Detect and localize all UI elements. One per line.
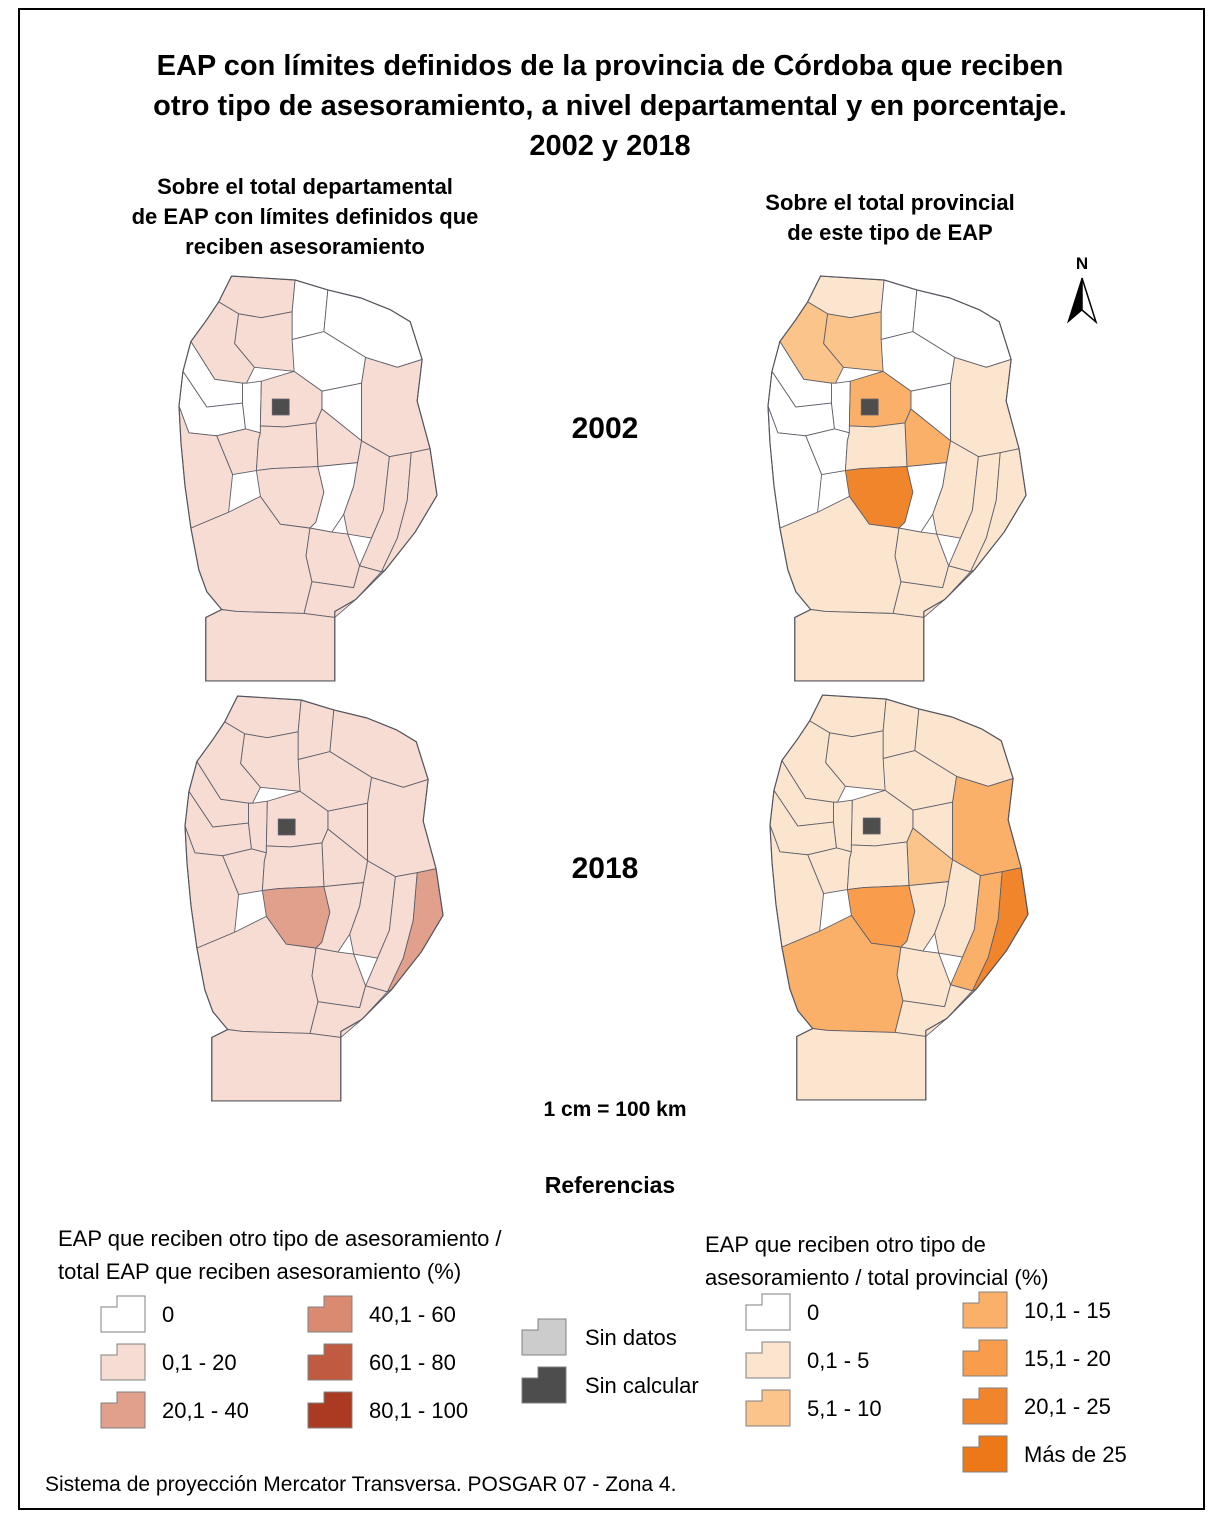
legend-label: Más de 25: [1024, 1442, 1127, 1467]
dept-rio-seco: [882, 698, 920, 760]
legend-label: 60,1 - 80: [369, 1350, 456, 1375]
legend-label: 0: [807, 1300, 820, 1325]
year-label-2002: 2002: [571, 412, 639, 445]
legend-swatch-mas-25: [962, 1435, 1008, 1473]
legend-label: 10,1 - 15: [1024, 1298, 1111, 1323]
dept-capital-marker: [860, 398, 879, 416]
legend-label-no-calc: Sin calcular: [585, 1373, 699, 1398]
scale-text: 1 cm = 100 km: [543, 1098, 687, 1121]
dept-san-justo: [950, 356, 1020, 458]
legend-swatch-20-40: [100, 1391, 146, 1429]
dept-santa-maria: [255, 422, 319, 472]
dept-punilla: [831, 380, 851, 434]
dept-general-roca: [796, 1028, 927, 1101]
legend-label: 20,1 - 40: [162, 1398, 249, 1423]
legend-swatch-0-5: [745, 1341, 791, 1379]
dept-santa-maria: [844, 422, 908, 472]
departments-layer: [769, 694, 1029, 1101]
legend-swatch-0-20: [100, 1343, 146, 1381]
dept-san-justo: [367, 776, 437, 878]
province-outline: [767, 275, 1027, 682]
source-note: Sistema de proyección Mercator Transvers…: [45, 1440, 845, 1522]
dept-capital-marker: [271, 398, 290, 416]
dept-general-roca: [205, 609, 336, 682]
legend-label: 0: [162, 1302, 175, 1327]
dept-santa-maria: [261, 842, 325, 892]
legend-swatch-40-60: [307, 1295, 353, 1333]
dept-rio-seco: [291, 279, 329, 341]
map-2002-departmental: [177, 271, 439, 686]
legend-swatch-60-80: [307, 1343, 353, 1381]
dept-punilla: [248, 800, 268, 854]
legend-label: 0,1 - 5: [807, 1348, 870, 1373]
legend-left-title: EAP que reciben otro tipo de asesoramien…: [58, 1226, 502, 1284]
dept-san-justo: [952, 775, 1022, 877]
legend-label: 5,1 - 10: [807, 1396, 882, 1421]
dept-general-roca: [794, 609, 925, 682]
legend-swatch-0: [745, 1293, 791, 1331]
legend-label: 20,1 - 25: [1024, 1394, 1111, 1419]
dept-juarez-celman: [896, 946, 952, 1008]
dept-capital-marker: [277, 818, 296, 836]
north-label: N: [1075, 254, 1089, 273]
legend-swatch-0: [100, 1295, 146, 1333]
dept-juarez-celman: [311, 947, 367, 1009]
legend-label-no-data: Sin datos: [585, 1325, 677, 1350]
dept-general-roca: [211, 1029, 342, 1102]
departments-layer: [178, 275, 438, 682]
year-label-2018: 2018: [571, 852, 639, 885]
legend-label: 15,1 - 20: [1024, 1346, 1111, 1371]
legend-swatch-80-100: [307, 1391, 353, 1429]
right-column-heading: Sobre el total provincial de este tipo d…: [765, 190, 1015, 245]
map-2018-departmental: [183, 691, 445, 1106]
map-2002-provincial: [766, 271, 1028, 686]
references-heading: Referencias: [544, 1172, 676, 1198]
map-2018-provincial: [768, 690, 1030, 1105]
legend-swatch-5-10: [745, 1389, 791, 1427]
dept-santa-maria: [846, 841, 910, 891]
legend-label: 80,1 - 100: [369, 1398, 469, 1423]
legend-swatch-no-calc: [521, 1366, 567, 1404]
left-column-heading: Sobre el total departamental de EAP con …: [131, 174, 479, 259]
departments-layer: [767, 275, 1027, 682]
legend-right-title: EAP que reciben otro tipo de asesoramien…: [705, 1232, 1049, 1290]
legend-swatch-no-data: [521, 1318, 567, 1356]
dept-rio-seco: [297, 699, 335, 761]
dept-juarez-celman: [894, 527, 950, 589]
page-border-frame: [18, 8, 1205, 1510]
dept-punilla: [833, 799, 853, 853]
north-arrow-icon: [1066, 277, 1098, 324]
departments-layer: [184, 695, 444, 1102]
dept-san-justo: [361, 356, 431, 458]
province-outline: [184, 695, 444, 1102]
legend-label: 40,1 - 60: [369, 1302, 456, 1327]
province-outline: [178, 275, 438, 682]
dept-juarez-celman: [305, 527, 361, 589]
legend-label: 0,1 - 20: [162, 1350, 237, 1375]
figure-title: EAP con límites definidos de la provinci…: [153, 50, 1067, 162]
legend-swatch-20-25: [962, 1387, 1008, 1425]
dept-punilla: [242, 380, 262, 434]
dept-capital-marker: [862, 817, 881, 835]
projection-note: Sistema de proyección Mercator Transvers…: [45, 1473, 677, 1496]
legend-swatch-15-20: [962, 1339, 1008, 1377]
legend-swatch-10-15: [962, 1291, 1008, 1329]
dept-rio-seco: [880, 279, 918, 341]
province-outline: [769, 694, 1029, 1101]
